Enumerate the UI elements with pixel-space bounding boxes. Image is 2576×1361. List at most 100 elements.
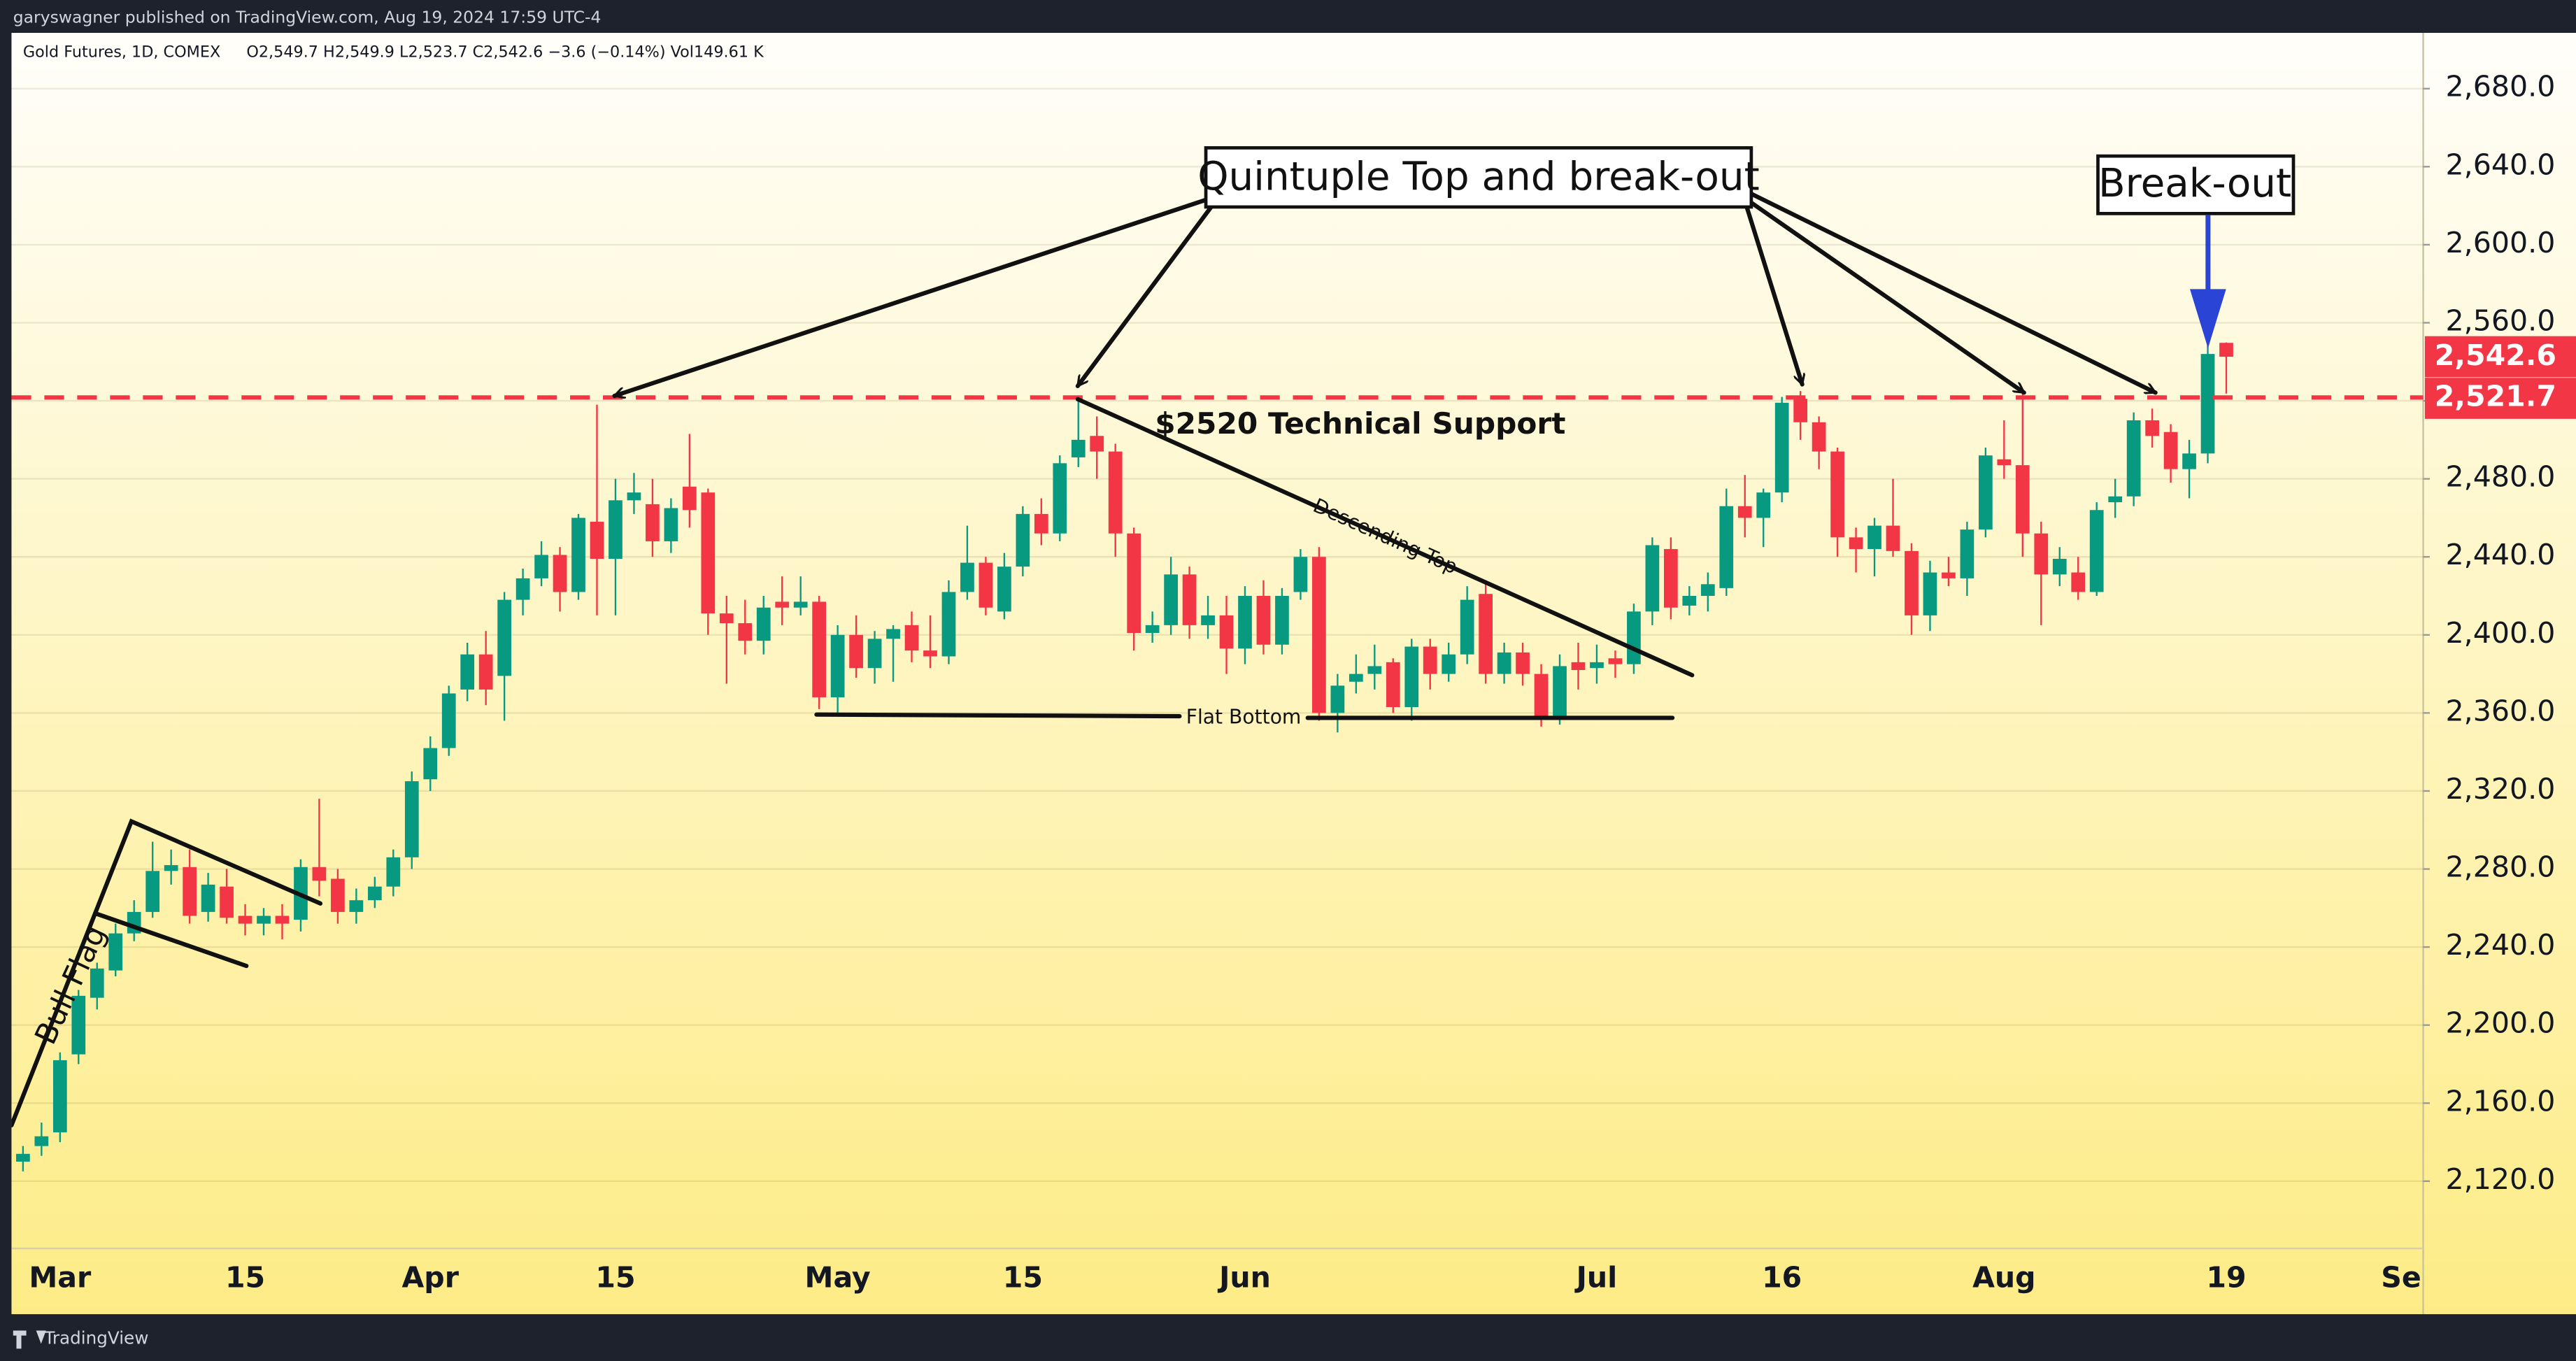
candle-body	[257, 915, 271, 924]
candle-body	[478, 654, 493, 690]
y-tick-label: 2,680.0	[2446, 70, 2556, 104]
overlay: 2,120.0 2,160.0 2,200.0 2,240.0 2,280.0 2,320…	[2423, 70, 2576, 1196]
candle-body	[1182, 574, 1197, 625]
y-tick-label: 2,360.0	[2446, 694, 2556, 727]
candle-body	[1127, 533, 1141, 634]
candle-body	[923, 650, 937, 657]
x-tick-label: 15	[595, 1261, 635, 1295]
arrow	[1075, 203, 1215, 389]
x-tick-label: Jun	[1217, 1261, 1271, 1295]
candle-body	[2219, 343, 2233, 357]
candle-body	[867, 639, 882, 669]
candle-body	[1497, 652, 1511, 674]
candle-body	[1645, 545, 1660, 612]
candle-body	[1608, 658, 1623, 664]
x-tick-label: Sep	[2381, 1261, 2442, 1295]
x-axis: Mar 15 Apr 15 May 15 Jun Jul 16 Aug 19 Sep	[29, 1261, 2442, 1295]
candle-body	[664, 508, 678, 541]
arrow	[612, 197, 1211, 396]
support-price-box	[2424, 378, 2576, 419]
candle-body	[1830, 451, 1844, 538]
candle-body	[275, 915, 290, 924]
annotation: $2520 Technical Support	[1155, 406, 1565, 441]
candle-body	[1979, 455, 1993, 530]
candle-body	[1849, 537, 1863, 550]
x-tick-label: Mar	[29, 1261, 92, 1295]
y-tick-label: 2,280.0	[2446, 850, 2556, 884]
candle-body	[2089, 510, 2104, 592]
pane-background	[11, 32, 2576, 1315]
candle-body	[1330, 685, 1345, 713]
descending-line	[1075, 397, 1695, 678]
candle-body	[1756, 492, 1771, 518]
candle-body	[423, 748, 438, 780]
candle-body	[145, 871, 160, 912]
annotation-box	[1204, 146, 1753, 209]
candle-body	[71, 995, 86, 1055]
candle-body	[1293, 557, 1308, 592]
candle-body	[460, 654, 475, 690]
x-tick-label: 15	[1003, 1261, 1043, 1295]
candle-body	[812, 601, 827, 698]
candle-body	[1312, 557, 1326, 713]
y-tick-label: 2,240.0	[2446, 928, 2556, 962]
candle-body	[979, 562, 993, 608]
candle-body	[2015, 465, 2030, 534]
candle-body	[52, 1060, 67, 1133]
candle-body	[830, 634, 845, 698]
candle-body	[1349, 674, 1363, 682]
candle-body	[1275, 596, 1289, 645]
candle-body	[2034, 533, 2049, 575]
breakout-arrowhead	[2190, 289, 2226, 348]
candle-body	[2108, 496, 2123, 503]
candle-body	[960, 562, 974, 592]
candle-body	[1867, 525, 1881, 550]
candle-body	[1367, 666, 1382, 674]
candle-body	[404, 781, 419, 857]
y-tick-label: 2,120.0	[2446, 1162, 2556, 1196]
candle-body	[1219, 615, 1234, 649]
candle-body	[553, 555, 567, 592]
candle-body	[2163, 432, 2178, 469]
candle-body	[2052, 559, 2067, 575]
y-tick-label: 2,320.0	[2446, 772, 2556, 806]
candle-body	[201, 884, 215, 912]
last-price-label: 2,542.6	[2435, 339, 2556, 372]
annotation-box	[2096, 154, 2296, 215]
publisher-note: garyswagner published on TradingView.com…	[13, 7, 602, 27]
flag-line	[93, 911, 249, 969]
footer-logo	[13, 1330, 46, 1349]
x-tick-label: 15	[225, 1261, 265, 1295]
candle-body	[534, 555, 548, 578]
candle-body	[1682, 596, 1697, 606]
candle-body	[183, 867, 197, 916]
candle-body	[1516, 652, 1530, 674]
candle-body	[386, 857, 401, 887]
candle-body	[2071, 572, 2086, 592]
candle-body	[331, 878, 345, 912]
candle-body	[682, 486, 697, 511]
x-tick-label: Apr	[402, 1261, 460, 1295]
y-tick-label: 2,160.0	[2446, 1084, 2556, 1118]
candle-body	[367, 886, 382, 901]
candle-body	[2126, 420, 2141, 497]
candle-body	[515, 578, 530, 600]
candle-body	[1793, 399, 1808, 422]
candle-body	[441, 693, 456, 748]
candle-body	[497, 599, 512, 676]
candle-body	[775, 601, 790, 608]
y-tick-label: 2,440.0	[2446, 538, 2556, 571]
x-tick-label: Aug	[1972, 1261, 2035, 1295]
candle-body	[1590, 662, 1604, 669]
candle-body	[1627, 611, 1641, 664]
symbol-title: Gold Futures, 1D, COMEX	[23, 43, 220, 62]
candle-body	[1201, 615, 1215, 625]
x-tick-label: 19	[2206, 1261, 2246, 1295]
candle-body	[1553, 666, 1567, 719]
footer: TradingView	[43, 1327, 148, 1348]
flat-bottom-line	[814, 712, 1182, 719]
candle-body	[904, 625, 919, 651]
candle-body	[886, 629, 900, 639]
candle-body	[16, 1153, 30, 1162]
